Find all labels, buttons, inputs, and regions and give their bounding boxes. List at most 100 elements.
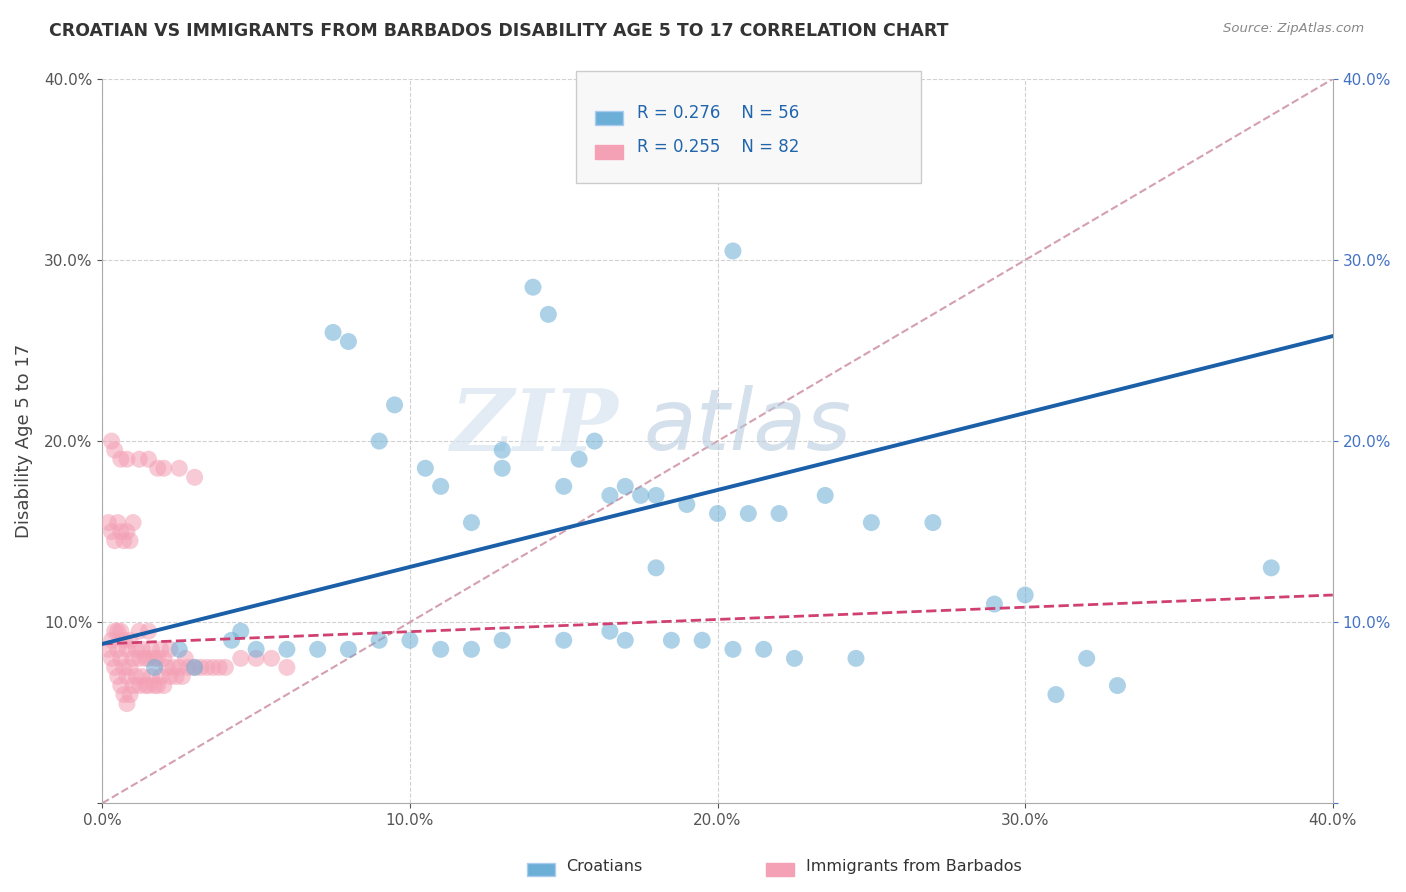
Point bbox=[118, 533, 141, 548]
Point bbox=[491, 443, 513, 458]
Point bbox=[368, 633, 391, 648]
Point bbox=[460, 642, 482, 657]
Point bbox=[165, 669, 187, 683]
Point bbox=[112, 633, 135, 648]
Point bbox=[645, 488, 668, 502]
Point bbox=[245, 642, 267, 657]
Point bbox=[384, 398, 406, 412]
Text: Source: ZipAtlas.com: Source: ZipAtlas.com bbox=[1223, 22, 1364, 36]
Point bbox=[167, 642, 190, 657]
Point bbox=[128, 624, 150, 639]
Point bbox=[229, 624, 252, 639]
Point bbox=[153, 679, 176, 693]
Point bbox=[134, 679, 156, 693]
Point bbox=[845, 651, 868, 665]
Point bbox=[107, 669, 129, 683]
Point bbox=[614, 479, 637, 493]
Point bbox=[128, 651, 150, 665]
Point bbox=[307, 642, 329, 657]
Point bbox=[1014, 588, 1036, 602]
Point bbox=[983, 597, 1005, 611]
Point bbox=[814, 488, 837, 502]
Point bbox=[143, 679, 166, 693]
Point bbox=[537, 307, 560, 321]
Point bbox=[138, 679, 160, 693]
Point bbox=[110, 651, 132, 665]
Point bbox=[172, 669, 194, 683]
Point bbox=[100, 651, 122, 665]
Point bbox=[260, 651, 283, 665]
Point bbox=[245, 651, 267, 665]
Point bbox=[429, 479, 451, 493]
Point bbox=[174, 651, 197, 665]
Point bbox=[118, 633, 141, 648]
Point bbox=[110, 624, 132, 639]
Point bbox=[115, 697, 138, 711]
Point bbox=[138, 651, 160, 665]
Point bbox=[100, 633, 122, 648]
Point bbox=[159, 642, 181, 657]
Point bbox=[131, 642, 153, 657]
Point bbox=[415, 461, 437, 475]
Point bbox=[110, 452, 132, 467]
Point bbox=[122, 516, 145, 530]
Point bbox=[131, 669, 153, 683]
Point bbox=[128, 679, 150, 693]
Point bbox=[153, 461, 176, 475]
Point bbox=[614, 633, 637, 648]
Point bbox=[1076, 651, 1098, 665]
Point bbox=[110, 524, 132, 539]
Point bbox=[783, 651, 806, 665]
Point bbox=[208, 660, 231, 674]
Point bbox=[118, 660, 141, 674]
Text: R = 0.255    N = 82: R = 0.255 N = 82 bbox=[637, 138, 799, 156]
Point bbox=[568, 452, 591, 467]
Point bbox=[122, 679, 145, 693]
Point bbox=[112, 533, 135, 548]
Point bbox=[399, 633, 422, 648]
Point bbox=[115, 452, 138, 467]
Point bbox=[107, 624, 129, 639]
Point bbox=[104, 660, 127, 674]
Point bbox=[599, 624, 621, 639]
Point bbox=[183, 660, 205, 674]
Point bbox=[97, 642, 120, 657]
Point bbox=[630, 488, 652, 502]
Point bbox=[553, 633, 575, 648]
Point bbox=[146, 679, 169, 693]
Point bbox=[322, 326, 344, 340]
Point bbox=[460, 516, 482, 530]
Point bbox=[706, 507, 728, 521]
Point bbox=[134, 651, 156, 665]
Point bbox=[675, 498, 697, 512]
Point bbox=[768, 507, 790, 521]
Point bbox=[690, 633, 713, 648]
Point bbox=[1107, 679, 1129, 693]
Point bbox=[115, 669, 138, 683]
Point bbox=[97, 516, 120, 530]
Point bbox=[156, 660, 179, 674]
Point bbox=[645, 561, 668, 575]
Point bbox=[1045, 688, 1067, 702]
Point bbox=[125, 669, 148, 683]
Point bbox=[122, 651, 145, 665]
Point bbox=[125, 642, 148, 657]
Point bbox=[118, 688, 141, 702]
Point bbox=[522, 280, 544, 294]
Point bbox=[276, 660, 298, 674]
Point bbox=[583, 434, 606, 449]
Text: atlas: atlas bbox=[644, 385, 852, 468]
Text: ZIP: ZIP bbox=[451, 384, 619, 468]
Point bbox=[107, 516, 129, 530]
Point bbox=[214, 660, 236, 674]
Point bbox=[183, 660, 205, 674]
Point bbox=[553, 479, 575, 493]
Point bbox=[737, 507, 759, 521]
Point bbox=[752, 642, 775, 657]
Point bbox=[167, 660, 190, 674]
Point bbox=[149, 642, 172, 657]
Point bbox=[149, 669, 172, 683]
Point bbox=[337, 334, 360, 349]
Point bbox=[112, 660, 135, 674]
Point bbox=[721, 642, 744, 657]
